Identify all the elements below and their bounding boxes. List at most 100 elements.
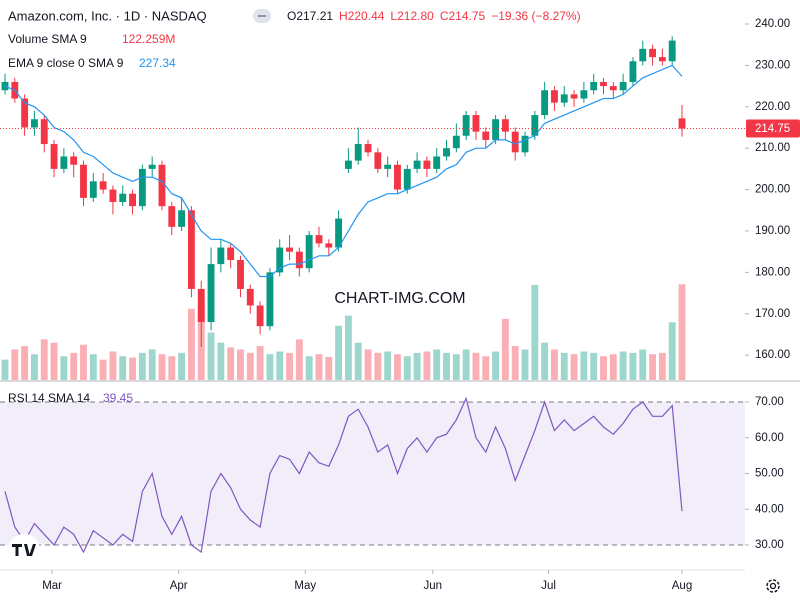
volume-bar: [119, 356, 127, 380]
candle-body: [600, 81, 607, 87]
volume-bar: [403, 356, 411, 380]
candle-body: [227, 247, 235, 260]
volume-bar: [531, 285, 539, 380]
y-tick-label: 170.00: [755, 308, 790, 320]
volume-bar: [80, 344, 87, 380]
rsi-band: [0, 402, 745, 545]
x-tick-label: Jul: [541, 580, 556, 592]
volume-bar: [335, 325, 343, 380]
candle-body: [668, 40, 676, 62]
volume-bar: [21, 346, 29, 380]
x-tick-label: Apr: [170, 580, 188, 592]
volume-bar: [413, 352, 421, 380]
candle-body: [609, 86, 617, 91]
volume-bar: [315, 354, 323, 380]
volume-bar: [649, 354, 656, 380]
logo-bg[interactable]: [8, 534, 40, 566]
candle-body: [570, 94, 578, 99]
volume-bar: [227, 347, 235, 380]
candle-body: [276, 247, 284, 273]
candle-body: [246, 288, 254, 306]
gear-inner[interactable]: [769, 582, 777, 590]
logo-mark[interactable]: [12, 544, 36, 556]
tv-logo[interactable]: [8, 534, 40, 566]
rsi-tick-label: 40.00: [755, 503, 784, 515]
candle-body: [325, 243, 333, 248]
candle-body: [60, 156, 68, 169]
candle-body: [482, 131, 490, 140]
candle-body: [521, 135, 529, 153]
candle-body: [649, 48, 656, 58]
candle-body: [501, 119, 509, 132]
volume-bar: [305, 356, 313, 380]
volume-bar: [590, 352, 598, 380]
volume-bar: [70, 352, 78, 380]
volume-bar: [364, 349, 372, 380]
candle-body: [629, 61, 637, 82]
volume-bar: [129, 357, 136, 380]
volume-label: Volume SMA 9: [8, 32, 87, 46]
y-tick-label: 200.00: [755, 184, 790, 196]
volume-bar: [462, 349, 470, 380]
volume-bar: [109, 351, 117, 380]
candle-body: [413, 160, 421, 169]
candle-body: [423, 160, 431, 169]
volume-bar: [501, 318, 509, 380]
candle-body: [403, 168, 411, 190]
volume-bar: [187, 308, 195, 380]
candle-body: [197, 288, 205, 323]
volume-bar: [168, 356, 176, 380]
candle-body: [129, 193, 136, 207]
candle-body: [531, 115, 539, 136]
volume-bar: [619, 351, 627, 380]
volume-bar: [1, 359, 9, 380]
volume-bar: [31, 354, 38, 380]
volume-bar: [246, 352, 254, 380]
volume-bar: [492, 351, 500, 380]
volume-bar: [50, 342, 58, 380]
volume-bar: [668, 322, 676, 380]
volume-bar: [99, 359, 107, 380]
volume-bar: [560, 352, 568, 380]
ohlc-item: O217.21: [287, 9, 333, 23]
candle-body: [394, 164, 401, 190]
rsi-tick-label: 70.00: [755, 396, 784, 408]
candle-body: [187, 210, 195, 289]
ohlc-legend: O217.21 H220.44 L212.80 C214.75 −19.36 (−8.2…: [287, 9, 581, 23]
volume-bar: [178, 352, 186, 380]
candle-body: [295, 251, 303, 269]
candle-body: [344, 160, 352, 169]
volume-bar: [89, 354, 97, 380]
settings-button[interactable]: [766, 579, 780, 593]
volume-bar: [521, 349, 529, 380]
candle-body: [462, 115, 470, 136]
candle-body: [119, 193, 127, 203]
ohlc-item: C214.75: [440, 9, 486, 23]
candle-body: [354, 144, 362, 161]
candle-body: [21, 98, 29, 128]
volume-bar: [609, 354, 617, 380]
candle-body: [168, 206, 176, 227]
ema-line: [4, 64, 683, 278]
candle-body: [315, 235, 323, 244]
volume-bar: [511, 346, 519, 380]
volume-bar: [217, 342, 225, 380]
volume-bar: [374, 352, 382, 380]
candle-body: [443, 148, 450, 157]
gear-outer[interactable]: [766, 579, 780, 593]
candle-body: [31, 119, 38, 128]
candle-body: [364, 144, 372, 153]
volume-bar: [295, 339, 303, 380]
menu-button[interactable]: [253, 9, 271, 23]
volume-value: 122.259M: [122, 32, 175, 46]
volume-bar: [207, 332, 215, 380]
last-price-box: [746, 119, 800, 138]
volume-bar: [60, 356, 68, 380]
volume-bar: [433, 349, 441, 380]
rsi-tick-label: 30.00: [755, 539, 784, 551]
volume-bar: [276, 351, 284, 380]
rsi-tick-label: 60.00: [755, 432, 784, 444]
candle-body: [472, 115, 480, 132]
candle-body: [580, 90, 588, 99]
